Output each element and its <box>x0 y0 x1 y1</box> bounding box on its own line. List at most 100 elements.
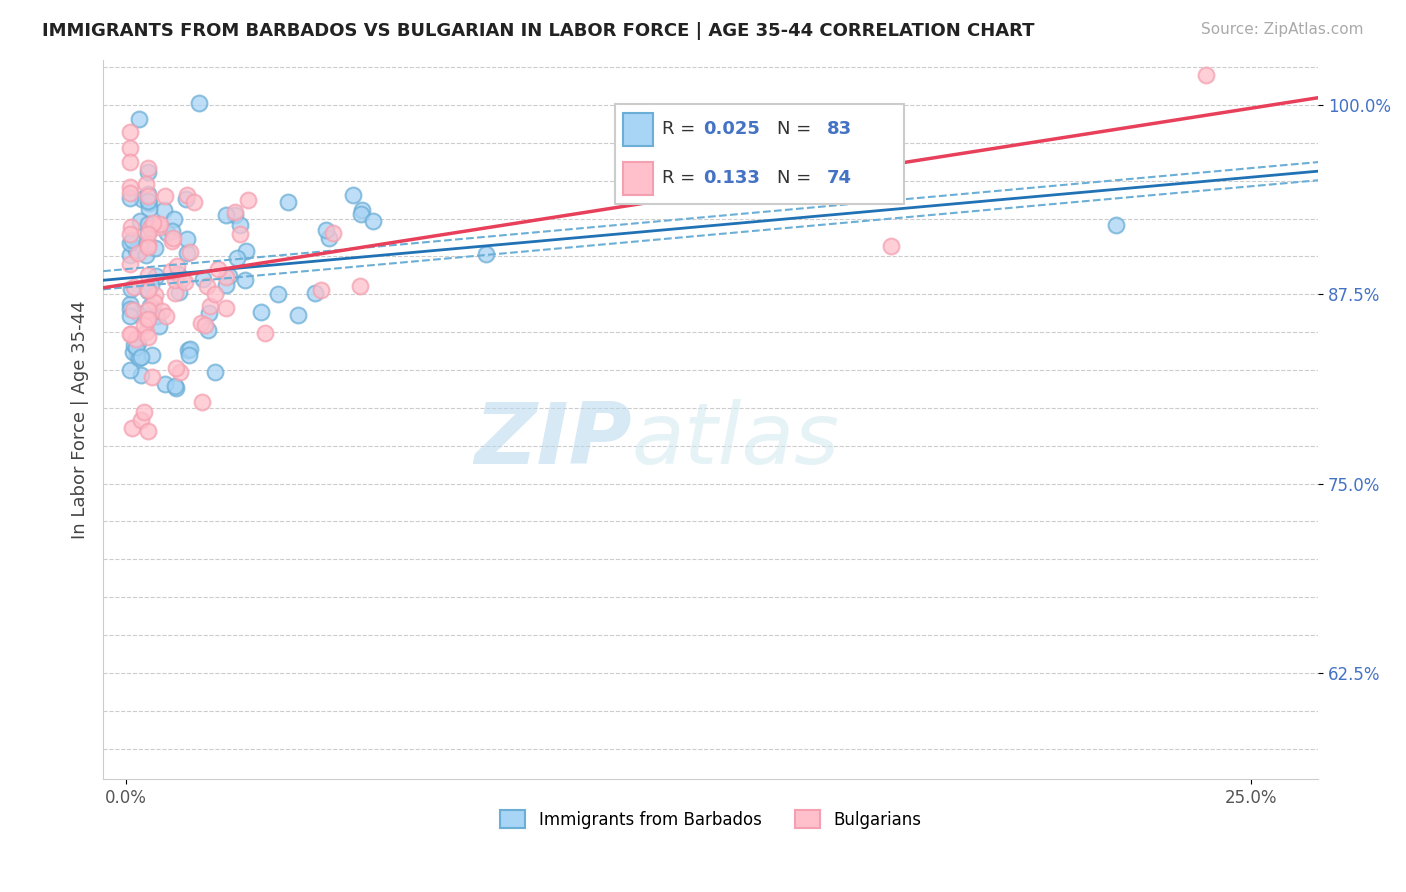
Point <box>162 231 184 245</box>
Point <box>174 193 197 207</box>
Point <box>215 277 238 292</box>
Point <box>150 304 173 318</box>
Point <box>361 214 384 228</box>
Point <box>145 241 167 255</box>
Point <box>176 246 198 260</box>
Point <box>125 243 148 257</box>
Point <box>136 268 159 282</box>
Point <box>215 270 238 285</box>
Point <box>128 351 150 365</box>
Point <box>179 342 201 356</box>
Point <box>120 257 142 271</box>
Point <box>129 214 152 228</box>
Point <box>253 326 276 340</box>
Point <box>127 246 149 260</box>
Point <box>136 236 159 251</box>
Point <box>124 338 146 352</box>
Point <box>127 336 149 351</box>
Point <box>179 245 201 260</box>
Point <box>156 226 179 240</box>
Point <box>153 189 176 203</box>
Point <box>191 395 214 409</box>
Point <box>139 278 162 293</box>
Point <box>125 332 148 346</box>
Point <box>120 235 142 250</box>
Point <box>131 192 153 206</box>
Point <box>198 300 221 314</box>
Point <box>143 288 166 302</box>
Text: ZIP: ZIP <box>474 400 631 483</box>
Point <box>228 227 250 241</box>
Point <box>169 365 191 379</box>
Point <box>135 325 157 339</box>
Point <box>699 105 721 120</box>
Point <box>129 351 152 365</box>
Point <box>142 217 165 231</box>
Point <box>167 268 190 282</box>
Point <box>139 221 162 235</box>
Point <box>167 285 190 300</box>
Point <box>120 309 142 323</box>
Point <box>136 189 159 203</box>
Point <box>136 186 159 201</box>
Point <box>120 125 142 139</box>
Point <box>266 286 288 301</box>
Point <box>149 217 172 231</box>
Point <box>136 236 159 251</box>
Point <box>176 343 198 357</box>
Point <box>120 154 142 169</box>
Point <box>122 280 145 294</box>
Point <box>136 283 159 297</box>
Point <box>153 202 176 217</box>
Point <box>129 412 152 426</box>
Point <box>125 340 148 354</box>
Text: R =: R = <box>662 120 700 138</box>
Text: N =: N = <box>778 169 817 187</box>
Point <box>176 232 198 246</box>
Point <box>170 272 193 286</box>
Text: 83: 83 <box>827 120 852 138</box>
Point <box>1195 68 1218 82</box>
Point <box>224 208 246 222</box>
Point <box>166 260 188 274</box>
Point <box>233 273 256 287</box>
Point <box>136 194 159 208</box>
Point <box>204 287 226 301</box>
Point <box>135 248 157 262</box>
Point <box>120 301 142 316</box>
Point <box>214 301 236 315</box>
Point <box>342 187 364 202</box>
Point <box>148 319 170 334</box>
Point <box>120 227 142 241</box>
Point <box>141 369 163 384</box>
Point <box>190 316 212 330</box>
Point <box>135 314 157 328</box>
Point <box>155 310 177 324</box>
Point <box>204 365 226 379</box>
Point <box>132 404 155 418</box>
Point <box>136 311 159 326</box>
Point <box>163 211 186 226</box>
Point <box>250 305 273 319</box>
Point <box>136 164 159 178</box>
Point <box>136 283 159 297</box>
Point <box>136 425 159 439</box>
Y-axis label: In Labor Force | Age 35-44: In Labor Force | Age 35-44 <box>72 300 89 539</box>
Point <box>193 272 215 286</box>
Point <box>226 252 249 266</box>
Point <box>139 299 162 313</box>
Bar <box>623 162 652 194</box>
Point <box>145 268 167 283</box>
Point <box>194 318 217 332</box>
Point <box>120 248 142 262</box>
Point <box>880 238 903 252</box>
Point <box>141 348 163 362</box>
Point <box>1105 219 1128 233</box>
Point <box>160 224 183 238</box>
Point <box>132 318 155 333</box>
Point <box>163 273 186 287</box>
Point <box>277 195 299 210</box>
Point <box>125 244 148 258</box>
Point <box>125 347 148 361</box>
Point <box>138 196 160 211</box>
